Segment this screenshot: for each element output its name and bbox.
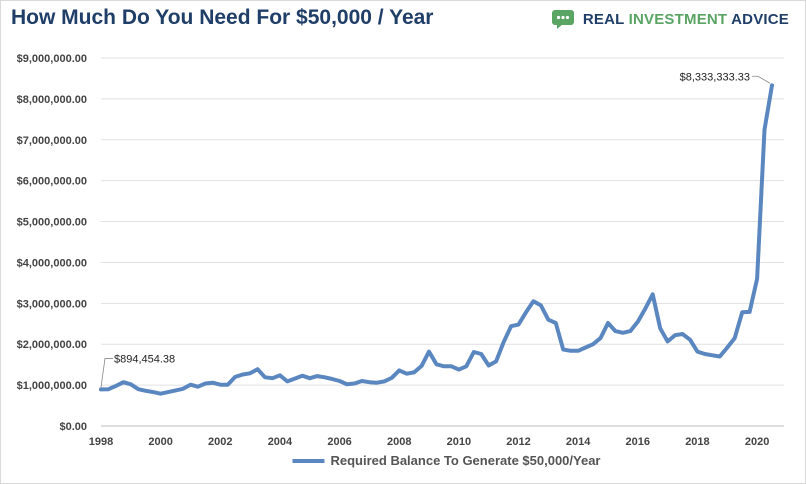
x-tick-label: 2012 xyxy=(506,436,530,448)
y-tick-label: $2,000,000.00 xyxy=(17,339,87,351)
brand-logo: REAL INVESTMENT ADVICE xyxy=(551,7,789,31)
y-tick-label: $7,000,000.00 xyxy=(17,135,87,147)
x-tick-label: 1998 xyxy=(89,436,113,448)
x-tick-label: 2006 xyxy=(327,436,351,448)
y-tick-label: $8,000,000.00 xyxy=(17,94,87,106)
x-tick-label: 2008 xyxy=(387,436,411,448)
brand-word-3: ADVICE xyxy=(731,10,789,28)
y-tick-label: $3,000,000.00 xyxy=(17,298,87,310)
annotation-end-value: $8,333,333.33 xyxy=(680,71,750,83)
y-tick-label: $5,000,000.00 xyxy=(17,217,87,229)
x-tick-label: 2002 xyxy=(208,436,232,448)
y-tick-label: $6,000,000.00 xyxy=(17,176,87,188)
x-tick-label: 2010 xyxy=(447,436,471,448)
x-tick-label: 2004 xyxy=(268,436,293,448)
series-line xyxy=(99,83,774,396)
y-tick-label: $4,000,000.00 xyxy=(17,257,87,269)
brand-word-1: REAL xyxy=(582,10,625,28)
brand-word-2: INVESTMENT xyxy=(628,10,728,28)
legend-label: Required Balance To Generate $50,000/Yea… xyxy=(330,453,600,468)
x-tick-label: 2018 xyxy=(685,436,709,448)
y-tick-label: $0.00 xyxy=(59,421,87,433)
annotation-leader xyxy=(100,358,113,388)
x-tick-label: 2016 xyxy=(626,436,650,448)
y-tick-label: $9,000,000.00 xyxy=(17,53,87,65)
chat-bubble-logo-icon xyxy=(551,10,574,29)
annotation-start-value: $894,454.38 xyxy=(114,353,175,365)
brand-name: REAL INVESTMENT ADVICE xyxy=(583,11,789,28)
y-tick-label: $1,000,000.00 xyxy=(17,380,87,392)
x-tick-label: 2000 xyxy=(148,436,172,448)
annotation-leader xyxy=(752,75,771,84)
x-tick-label: 2020 xyxy=(745,436,769,448)
chart-title: How Much Do You Need For $50,000 / Year xyxy=(11,6,434,29)
x-tick-label: 2014 xyxy=(566,436,591,448)
